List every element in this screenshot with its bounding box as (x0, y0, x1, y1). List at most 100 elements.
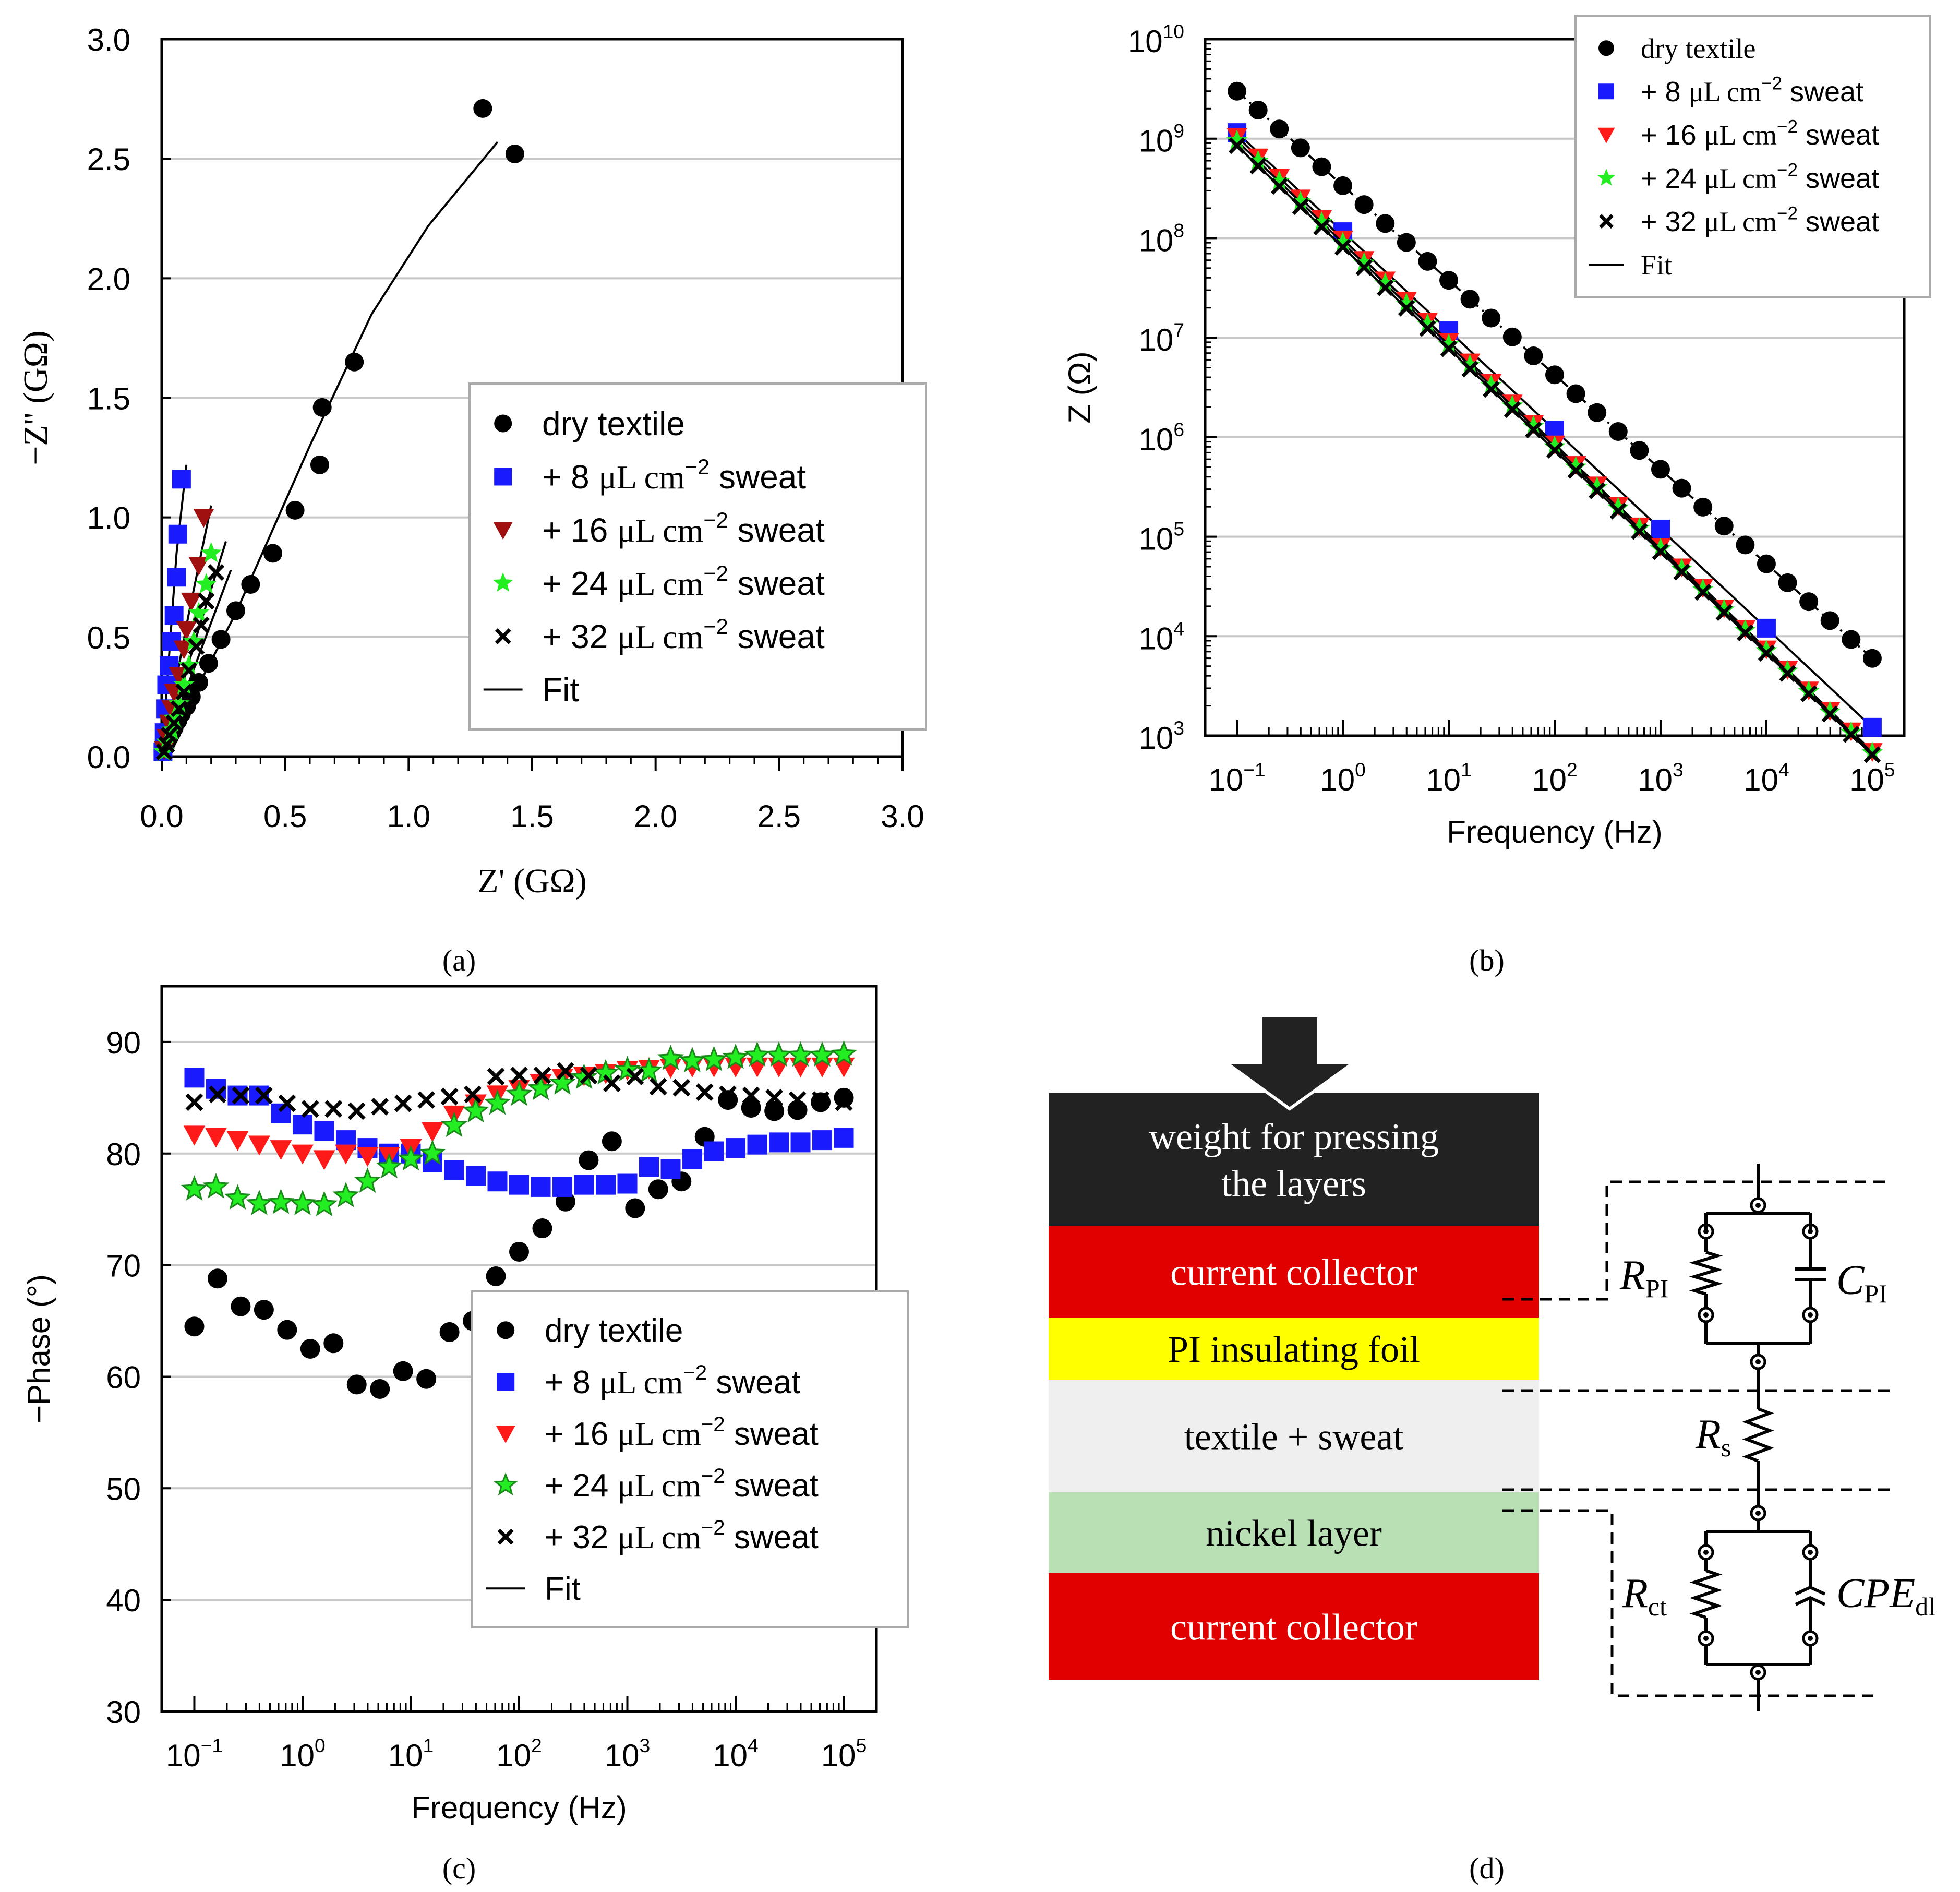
data-point-s24 (549, 1069, 576, 1095)
legend-label: dry textile (545, 1313, 683, 1349)
cross-stroke (557, 1062, 574, 1080)
panel-d-layer-diagram: weight for pressing the layers current col… (1049, 1017, 1935, 1711)
cross-stroke (1249, 157, 1267, 175)
legend-marker-s16 (496, 1425, 515, 1443)
data-point-s24 (419, 1139, 446, 1165)
data-point-s24 (1861, 741, 1883, 762)
data-point-s24 (1692, 578, 1714, 599)
data-point-s8 (617, 1173, 638, 1194)
data-point-s32 (1419, 320, 1436, 337)
legend-label: Fit (1641, 249, 1672, 281)
x-tick-label: 10−1 (166, 1734, 223, 1773)
cross-stroke (1419, 320, 1436, 337)
data-point-s8 (639, 1157, 659, 1177)
data-point-s32 (209, 1085, 226, 1104)
data-point-s32 (1440, 340, 1458, 357)
y-tick-label: 105 (1139, 518, 1184, 557)
y-tick-label: 90 (106, 1025, 141, 1060)
data-point-s8 (167, 568, 186, 587)
layer-rect (1049, 1318, 1539, 1380)
data-point-dry (648, 1179, 668, 1200)
legend-marker-s16 (493, 522, 513, 540)
data-point-s32 (603, 1074, 621, 1092)
cross-stroke (695, 1083, 714, 1101)
data-point-dry (416, 1369, 437, 1389)
series-dry (184, 1087, 854, 1399)
cross-stroke (1863, 746, 1881, 763)
data-point-s32 (1821, 705, 1838, 723)
cross-stroke (371, 1098, 389, 1116)
data-point-s8 (704, 1141, 724, 1161)
cross-stroke (487, 1068, 505, 1086)
cross-stroke (1652, 543, 1669, 560)
data-point-s32 (1228, 137, 1246, 154)
cross-stroke (232, 1086, 250, 1105)
data-point-s24 (1247, 150, 1269, 171)
y-tick-label: 108 (1139, 219, 1184, 258)
data-point-dry (1799, 592, 1819, 612)
resistor-RPI (1689, 1251, 1723, 1296)
x-tick-label: 2.0 (634, 799, 677, 834)
data-point-s8 (172, 470, 191, 489)
legend-label: Fit (542, 671, 579, 709)
legend-label: + 32 μL cm−2 sweat (542, 614, 825, 655)
layer-rect (1049, 1226, 1539, 1318)
data-point-s8 (1862, 717, 1882, 737)
data-point-s24 (679, 1047, 706, 1073)
data-point-s8 (184, 1068, 205, 1088)
cross-stroke (1461, 360, 1478, 378)
y-tick-label: 40 (106, 1583, 141, 1618)
data-point-s24 (484, 1089, 511, 1115)
layer-label: current collector (1170, 1252, 1417, 1294)
layer-cc_top: current collector (1049, 1226, 1539, 1318)
data-point-s32 (1800, 685, 1818, 702)
data-point-s32 (1631, 523, 1648, 540)
cross-stroke (255, 1086, 273, 1105)
data-point-dry (602, 1131, 622, 1152)
data-point-s24 (1353, 252, 1375, 272)
data-point-s24 (635, 1057, 663, 1083)
layer-rect (1049, 1573, 1539, 1680)
data-point-s24 (195, 573, 217, 594)
data-point-s16 (176, 621, 197, 640)
legend-marker-s16 (1597, 127, 1615, 143)
data-point-s16 (313, 1150, 335, 1170)
panel-c-caption: (c) (442, 1851, 476, 1885)
data-point-s24 (1396, 293, 1417, 314)
layer-weight: weight for pressing the layers (1049, 1093, 1539, 1226)
x-tick-label: 3.0 (881, 799, 924, 834)
x-tick-label: 105 (1849, 759, 1895, 797)
x-tick-label: 100 (280, 1734, 325, 1773)
data-point-s24 (1268, 170, 1290, 191)
legend: dry textile + 8 μL cm−2 sweat + 16 μL cm−2… (1574, 15, 1931, 298)
data-point-s24 (310, 1191, 338, 1216)
layer-rect (1049, 1492, 1539, 1573)
cross-stroke (626, 1068, 644, 1086)
component-label-Rct: Rct (1622, 1571, 1667, 1621)
data-point-s24 (173, 673, 195, 694)
data-point-s24 (246, 1190, 273, 1215)
legend-marker-s8 (494, 468, 512, 486)
cross-stroke (672, 1079, 691, 1097)
x-tick-label: 102 (1532, 759, 1577, 797)
data-point-dry (1397, 233, 1416, 252)
cross-stroke (603, 1074, 621, 1092)
cross-stroke (533, 1067, 551, 1084)
data-point-s32 (1355, 259, 1373, 276)
data-point-s16 (833, 1057, 855, 1077)
legend-marker-s24 (1597, 169, 1616, 186)
y-tick-label: 2.0 (87, 261, 130, 296)
data-point-s24 (200, 542, 222, 562)
x-tick-label: 102 (496, 1734, 542, 1773)
circuit-node-dot (1755, 1359, 1761, 1364)
data-point-dry (473, 99, 492, 118)
data-point-s32 (1843, 726, 1860, 743)
data-point-s24 (188, 602, 210, 622)
y-tick-label: 1.0 (87, 501, 130, 536)
data-point-s32 (1737, 624, 1754, 642)
data-point-dry (1354, 195, 1374, 214)
cross-stroke (1483, 380, 1500, 398)
data-point-dry (1482, 308, 1501, 328)
data-point-s24 (168, 692, 190, 713)
data-point-dry (263, 544, 282, 563)
